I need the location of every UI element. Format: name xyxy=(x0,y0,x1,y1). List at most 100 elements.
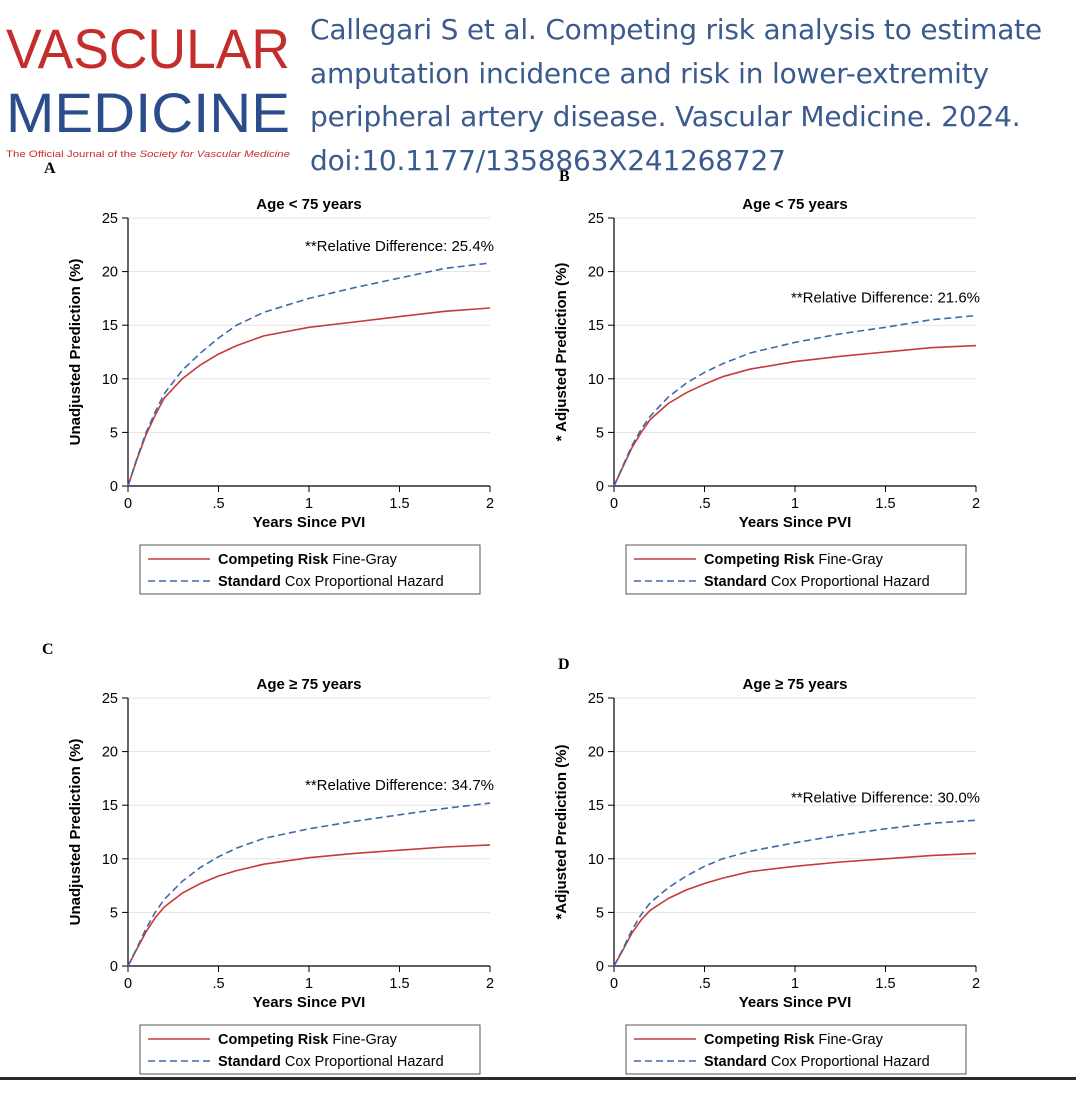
y-tick-label: 10 xyxy=(588,372,604,388)
legend-label-bold: Standard xyxy=(704,1054,767,1070)
legend-label-method: Fine-Gray xyxy=(814,552,883,568)
x-tick-label: 1.5 xyxy=(389,496,409,512)
x-tick-label: 0 xyxy=(610,496,618,512)
chart-legend: Competing Risk Fine-Gray Standard Cox Pro… xyxy=(625,1024,967,1075)
chart-svg: Age ≥ 75 years 0 5 10 15 20 25 0 .5 1 1.5 2 Years Si… xyxy=(67,676,494,1075)
y-tick-label: 10 xyxy=(102,852,118,868)
legend-label-method: Fine-Gray xyxy=(328,1032,397,1048)
legend-box xyxy=(139,1024,481,1075)
x-tick-label: 2 xyxy=(972,496,980,512)
y-tick-label: 25 xyxy=(102,691,118,707)
y-tick-label: 15 xyxy=(102,798,118,814)
logo-tagline-society: Society for Vascular Medicine xyxy=(140,149,290,160)
x-tick-label: 2 xyxy=(486,496,494,512)
y-tick-label: 15 xyxy=(588,798,604,814)
x-tick-label: 2 xyxy=(486,976,494,992)
y-tick-label: 15 xyxy=(102,318,118,334)
y-axis-title: * Adjusted Prediction (%) xyxy=(553,263,570,442)
logo-tagline-prefix: The Official Journal of the xyxy=(6,149,140,160)
legend-label-bold: Competing Risk xyxy=(218,552,329,568)
x-tick-label: 1 xyxy=(305,496,313,512)
legend-label-bold: Standard xyxy=(704,574,767,590)
relative-difference-annotation: **Relative Difference: 25.4% xyxy=(305,238,494,255)
competing-risk-series-line xyxy=(613,344,977,487)
standard-cox-series-line xyxy=(127,262,491,487)
chart-title: Age ≥ 75 years xyxy=(257,676,362,693)
chart-panel-d: Age ≥ 75 years 0 5 10 15 20 25 0 .5 1 1.5 2 Years Si… xyxy=(536,668,1036,1108)
x-tick-label: .5 xyxy=(698,976,710,992)
x-axis-title: Years Since PVI xyxy=(739,994,852,1011)
chart-svg: Age < 75 years 0 5 10 15 20 25 0 .5 1 1.5 2 Years Si… xyxy=(553,196,980,595)
y-tick-label: 5 xyxy=(596,905,604,921)
competing-risk-series-line xyxy=(127,307,491,487)
chart-legend: Competing Risk Fine-Gray Standard Cox Pro… xyxy=(625,544,967,595)
y-axis-title: *Adjusted Prediction (%) xyxy=(553,744,570,919)
legend-label: Standard Cox Proportional Hazard xyxy=(704,1054,930,1070)
legend-label-method: Fine-Gray xyxy=(328,552,397,568)
y-tick-label: 20 xyxy=(588,745,604,761)
citation-text: Callegari S et al. Competing risk analys… xyxy=(310,8,1072,182)
standard-cox-series-line xyxy=(613,819,977,967)
chart-legend: Competing Risk Fine-Gray Standard Cox Pro… xyxy=(139,1024,481,1075)
legend-label-bold: Competing Risk xyxy=(704,1032,815,1048)
competing-risk-series-line xyxy=(127,844,491,967)
legend-box xyxy=(139,544,481,595)
y-tick-label: 20 xyxy=(588,265,604,281)
citation-line: doi:10.1177/1358863X241268727 xyxy=(310,143,786,177)
legend-label: Competing Risk Fine-Gray xyxy=(704,552,884,568)
y-tick-label: 25 xyxy=(588,211,604,227)
chart-title: Age ≥ 75 years xyxy=(743,676,848,693)
y-tick-label: 10 xyxy=(102,372,118,388)
chart-svg: Age < 75 years 0 5 10 15 20 25 0 .5 1 1.5 2 Years Si… xyxy=(67,196,494,595)
y-tick-label: 10 xyxy=(588,852,604,868)
journal-logo: VASCULAR MEDICINE The Official Journal o… xyxy=(4,18,296,164)
legend-label-method: Cox Proportional Hazard xyxy=(281,574,444,590)
bottom-border xyxy=(0,1077,1076,1080)
y-tick-label: 25 xyxy=(588,691,604,707)
x-tick-label: 1 xyxy=(305,976,313,992)
x-tick-label: 1.5 xyxy=(875,976,895,992)
chart-svg: Age ≥ 75 years 0 5 10 15 20 25 0 .5 1 1.5 2 Years Si… xyxy=(553,676,980,1075)
y-tick-label: 0 xyxy=(110,959,118,975)
y-tick-label: 0 xyxy=(596,479,604,495)
legend-label: Standard Cox Proportional Hazard xyxy=(218,1054,444,1070)
legend-label-bold: Standard xyxy=(218,1054,281,1070)
logo-line-vascular: VASCULAR xyxy=(6,18,290,80)
x-tick-label: .5 xyxy=(212,496,224,512)
x-tick-label: 0 xyxy=(610,976,618,992)
x-axis-title: Years Since PVI xyxy=(253,514,366,531)
x-tick-label: .5 xyxy=(212,976,224,992)
legend-label: Competing Risk Fine-Gray xyxy=(218,552,398,568)
x-tick-label: 1.5 xyxy=(875,496,895,512)
panel-letter-b: B xyxy=(559,168,570,185)
y-tick-label: 5 xyxy=(110,905,118,921)
chart-panel-a: Age < 75 years 0 5 10 15 20 25 0 .5 1 1.5 2 Years Si… xyxy=(50,188,550,628)
y-tick-label: 0 xyxy=(110,479,118,495)
panel-letter-c: C xyxy=(42,641,54,658)
y-tick-label: 0 xyxy=(596,959,604,975)
legend-label-bold: Competing Risk xyxy=(218,1032,329,1048)
y-tick-label: 20 xyxy=(102,745,118,761)
competing-risk-series-line xyxy=(613,852,977,967)
citation-line: peripheral artery disease. Vascular Medi… xyxy=(310,100,1021,133)
x-axis-title: Years Since PVI xyxy=(739,514,852,531)
x-tick-label: 2 xyxy=(972,976,980,992)
x-tick-label: 0 xyxy=(124,496,132,512)
panel-letter-d: D xyxy=(558,656,570,673)
logo-tagline: The Official Journal of the Society for … xyxy=(6,149,290,160)
chart-title: Age < 75 years xyxy=(256,196,362,213)
x-tick-label: 1 xyxy=(791,976,799,992)
logo-line-medicine: MEDICINE xyxy=(6,81,290,144)
legend-label-method: Cox Proportional Hazard xyxy=(767,574,930,590)
relative-difference-annotation: **Relative Difference: 30.0% xyxy=(791,790,980,807)
y-tick-label: 20 xyxy=(102,265,118,281)
y-tick-label: 5 xyxy=(596,425,604,441)
chart-panel-c: Age ≥ 75 years 0 5 10 15 20 25 0 .5 1 1.5 2 Years Si… xyxy=(50,668,550,1108)
legend-label: Standard Cox Proportional Hazard xyxy=(704,574,930,590)
chart-panel-b: Age < 75 years 0 5 10 15 20 25 0 .5 1 1.5 2 Years Si… xyxy=(536,188,1036,628)
x-tick-label: .5 xyxy=(698,496,710,512)
legend-label-method: Cox Proportional Hazard xyxy=(767,1054,930,1070)
y-tick-label: 5 xyxy=(110,425,118,441)
chart-title: Age < 75 years xyxy=(742,196,848,213)
x-tick-label: 1 xyxy=(791,496,799,512)
